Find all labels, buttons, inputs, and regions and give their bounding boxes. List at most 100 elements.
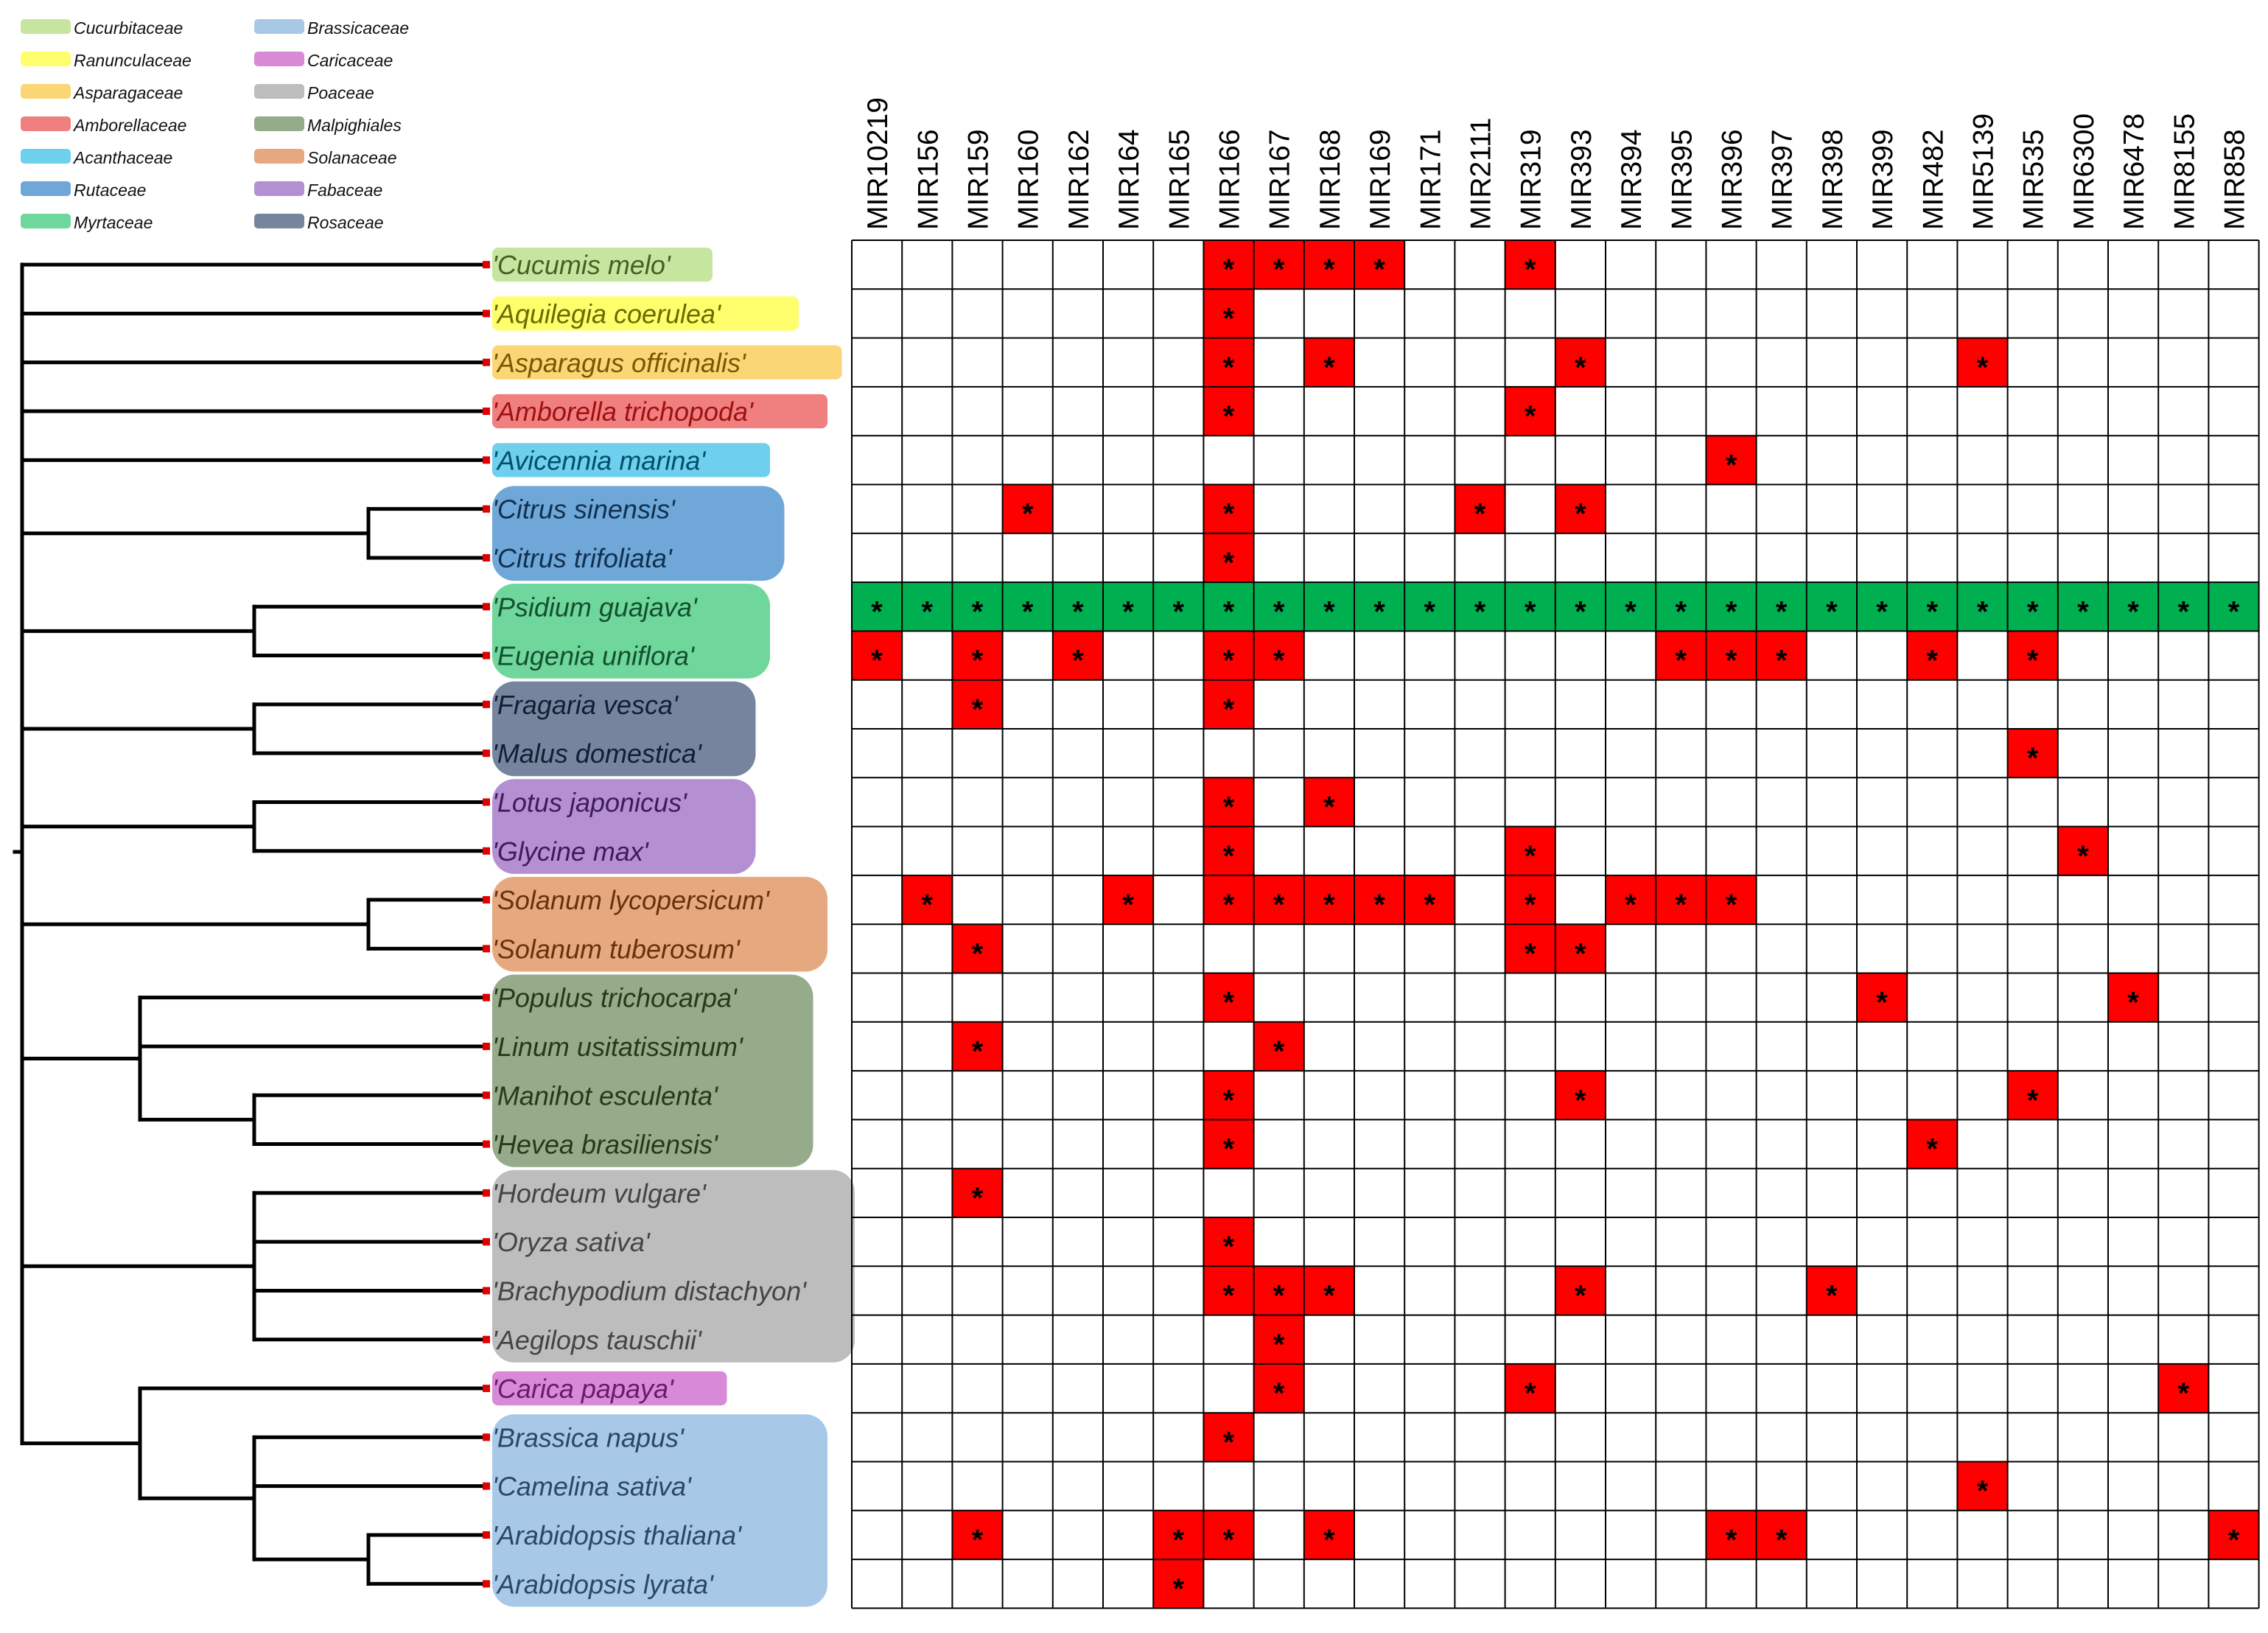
presence-star: * xyxy=(972,595,984,628)
presence-star: * xyxy=(2077,840,2089,873)
presence-cell xyxy=(1203,484,1254,534)
presence-cell xyxy=(1555,1266,1606,1315)
presence-star: * xyxy=(1726,449,1737,481)
species-label: 'Citrus sinensis' xyxy=(492,494,676,525)
legend-swatch xyxy=(21,149,71,164)
presence-cell xyxy=(1907,631,1958,680)
presence-cell xyxy=(1303,338,1354,387)
presence-cell xyxy=(1505,924,1555,973)
presence-star: * xyxy=(1273,889,1285,921)
mirna-column-label: MIR10219 xyxy=(862,97,894,230)
mirna-column-label: MIR162 xyxy=(1063,129,1095,230)
species-label: 'Cucumis melo' xyxy=(492,250,671,280)
presence-star: * xyxy=(1273,1377,1285,1410)
family-box xyxy=(492,1414,827,1607)
presence-star: * xyxy=(1575,937,1586,970)
presence-star: * xyxy=(1977,352,1989,384)
legend-label: Asparagaceae xyxy=(72,83,183,102)
leaf-marker xyxy=(483,505,490,513)
mirna-column-label: MIR166 xyxy=(1214,129,1246,230)
presence-star: * xyxy=(2127,987,2139,1019)
presence-cell xyxy=(1203,1119,1254,1169)
presence-star: * xyxy=(1273,253,1285,286)
leaf-marker xyxy=(483,310,490,318)
presence-cell xyxy=(1505,875,1555,925)
presence-star: * xyxy=(1676,889,1687,921)
presence-cell xyxy=(1203,533,1254,583)
presence-star: * xyxy=(1223,645,1235,677)
mirna-column-label: MIR399 xyxy=(1867,129,1899,230)
presence-star: * xyxy=(1474,595,1486,628)
presence-cells xyxy=(852,240,2259,1609)
presence-cell xyxy=(1253,875,1304,925)
family-box xyxy=(492,974,813,1167)
presence-cell xyxy=(1203,1071,1254,1120)
mirna-column-label: MIR165 xyxy=(1163,129,1195,230)
presence-cell xyxy=(1203,679,1254,729)
legend-swatch xyxy=(21,116,71,131)
species-label: 'Camelina sativa' xyxy=(492,1472,692,1502)
leaf-marker xyxy=(483,408,490,416)
presence-cell xyxy=(1253,1266,1304,1315)
presence-star: * xyxy=(1223,547,1235,579)
presence-star: * xyxy=(1223,1279,1235,1312)
presence-cell xyxy=(1455,484,1505,534)
presence-cell xyxy=(1203,386,1254,436)
family-box xyxy=(492,394,827,429)
legend-label: Rosaceae xyxy=(307,213,384,232)
leaf-marker xyxy=(483,1042,490,1050)
presence-cell xyxy=(1303,875,1354,925)
mirna-column-label: MIR482 xyxy=(1917,129,1949,230)
leaf-marker xyxy=(483,847,490,855)
presence-star: * xyxy=(1525,840,1536,873)
presence-cell xyxy=(1505,386,1555,436)
presence-star: * xyxy=(1273,1279,1285,1312)
family-box xyxy=(492,876,827,972)
presence-star: * xyxy=(1223,400,1235,433)
presence-star: * xyxy=(1223,840,1235,873)
legend-swatch xyxy=(254,149,304,164)
presence-cell xyxy=(1253,631,1304,680)
presence-star: * xyxy=(1223,1524,1235,1556)
presence-cell xyxy=(1756,1510,1807,1560)
legend-label: Fabaceae xyxy=(307,181,382,200)
presence-star: * xyxy=(972,1524,984,1556)
presence-cell xyxy=(1203,1217,1254,1267)
presence-cell xyxy=(2158,1363,2209,1413)
presence-markers: * * * * * * * * * * * * * * * * * * * * * * * * * * * * * * * * * * * * * * * *… xyxy=(871,253,2239,1605)
presence-star: * xyxy=(1223,1133,1235,1166)
family-box xyxy=(492,443,770,478)
legend-label: Caricaceae xyxy=(307,51,393,70)
presence-star: * xyxy=(1223,1084,1235,1116)
legend-item: Fabaceae xyxy=(254,181,382,200)
presence-cell xyxy=(952,1510,1003,1560)
presence-star: * xyxy=(1223,1426,1235,1458)
legend-item: Brassicaceae xyxy=(254,18,409,38)
presence-star: * xyxy=(1323,253,1335,286)
presence-star: * xyxy=(1323,595,1335,628)
family-box xyxy=(492,296,799,331)
presence-star: * xyxy=(1223,302,1235,335)
mirna-column-label: MIR171 xyxy=(1415,129,1446,230)
mirna-column-label: MIR164 xyxy=(1113,129,1145,230)
presence-star: * xyxy=(2027,595,2039,628)
presence-star: * xyxy=(1575,352,1586,384)
mirna-column-label: MIR159 xyxy=(963,129,995,230)
presence-star: * xyxy=(2178,1377,2190,1410)
species-label: 'Manihot esculenta' xyxy=(492,1080,718,1111)
presence-star: * xyxy=(1223,791,1235,823)
presence-star: * xyxy=(1625,889,1637,921)
presence-cell xyxy=(1002,484,1053,534)
family-box xyxy=(492,345,842,380)
presence-cell xyxy=(1253,1315,1304,1364)
presence-cell xyxy=(1253,1363,1304,1413)
presence-cell xyxy=(1203,240,1254,290)
presence-star: * xyxy=(922,595,934,628)
presence-cell xyxy=(1656,631,1707,680)
presence-cell xyxy=(1253,240,1304,290)
presence-star: * xyxy=(1223,889,1235,921)
species-label: 'Malus domestica' xyxy=(492,738,702,769)
presence-cell xyxy=(1756,631,1807,680)
legend-item: Acanthaceae xyxy=(21,148,172,167)
leaf-marker xyxy=(483,553,490,562)
